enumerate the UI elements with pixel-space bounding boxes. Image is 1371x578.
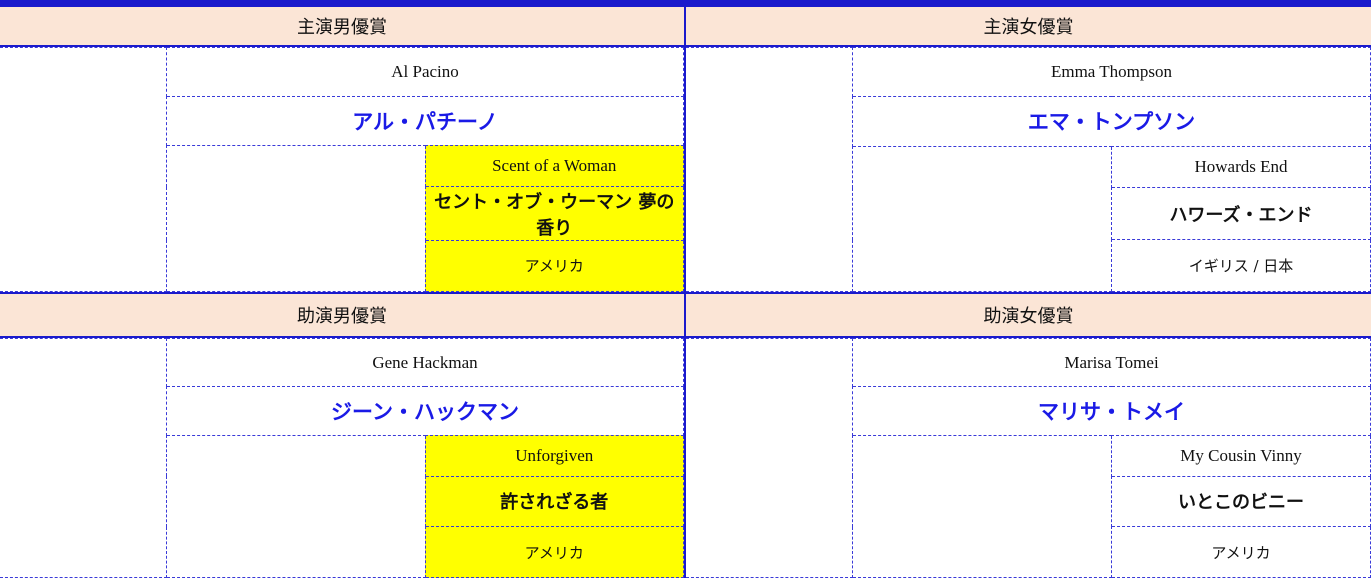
actor-name-en: Al Pacino [166, 47, 684, 97]
award-category: 助演男優賞 [0, 294, 684, 338]
actor-photo-cell [0, 47, 167, 292]
actor-name-en: Emma Thompson [852, 46, 1371, 98]
row: アル・パチーノ [0, 95, 684, 146]
actor-name-ja: エマ・トンプソン [852, 96, 1371, 147]
row: My Cousin Vinny [686, 434, 1371, 578]
row: Scent of a Woman [0, 144, 684, 292]
actor-name-ja: ジーン・ハックマン [166, 386, 684, 436]
film-country: アメリカ [1111, 526, 1371, 578]
film-title-ja: セント・オブ・ウーマン 夢の香り [424, 186, 684, 241]
poster-cell [852, 434, 1112, 578]
film-title-en: My Cousin Vinny [1111, 434, 1371, 477]
actor-photo-cell [0, 338, 167, 578]
row: Al Pacino [0, 47, 684, 292]
row: エマ・トンプソン [686, 96, 1371, 147]
award-category: 助演女優賞 [686, 294, 1371, 338]
row: ジーン・ハックマン [0, 386, 684, 436]
award-category: 主演女優賞 [686, 7, 1371, 47]
film-title-en: Howards End [1111, 145, 1371, 189]
actor-name-ja: アル・パチーノ [166, 95, 684, 146]
row: イギリス / 日本 [686, 239, 1371, 292]
row: Unforgiven [0, 434, 684, 578]
row: ハワーズ・エンド [686, 187, 1371, 241]
award-block: 主演女優賞 Emma Thompson エマ・トンプソン Howards End ハワー… [686, 7, 1371, 292]
row: マリサ・トメイ [686, 386, 1371, 436]
film-country: アメリカ [424, 526, 684, 578]
poster-cell [166, 434, 426, 578]
row: Marisa Tomei [686, 337, 1371, 578]
award-block: 助演男優賞 Gene Hackman ジーン・ハックマン Unforgiven 許されざ… [0, 294, 684, 578]
film-title-en: Scent of a Woman [424, 144, 684, 188]
row: Emma Thompson [686, 46, 1371, 292]
actor-name-en: Marisa Tomei [852, 337, 1371, 388]
actor-name-en: Gene Hackman [166, 337, 684, 388]
award-table: Marisa Tomei マリサ・トメイ My Cousin Vinny いとこのビニ… [686, 337, 1371, 578]
row: Gene Hackman [0, 337, 684, 578]
award-table: Al Pacino アル・パチーノ Scent of a Woman セント・オブ・ウ… [0, 47, 684, 292]
award-block: 助演女優賞 Marisa Tomei マリサ・トメイ My Cousin Vinny い… [686, 294, 1371, 578]
row: 許されざる者 [0, 475, 684, 528]
film-title-ja: いとこのビニー [1111, 475, 1371, 528]
award-category: 主演男優賞 [0, 7, 684, 47]
award-table: Gene Hackman ジーン・ハックマン Unforgiven 許されざる者 アメリ… [0, 337, 684, 578]
actor-name-ja: マリサ・トメイ [852, 386, 1371, 436]
award-block: 主演男優賞 Al Pacino アル・パチーノ Scent of a Woman セント… [0, 7, 684, 292]
film-country: イギリス / 日本 [1111, 239, 1371, 292]
film-title-ja: ハワーズ・エンド [1111, 187, 1371, 241]
poster-cell [166, 144, 426, 292]
row: アメリカ [0, 239, 684, 292]
actor-photo-cell [686, 338, 853, 578]
row: Howards End [686, 145, 1371, 292]
poster-cell [852, 145, 1112, 292]
film-title-en: Unforgiven [424, 434, 684, 477]
award-table: Emma Thompson エマ・トンプソン Howards End ハワーズ・エンド… [686, 46, 1371, 292]
film-title-ja: 許されざる者 [424, 475, 684, 528]
row: アメリカ [686, 526, 1371, 578]
row: いとこのビニー [686, 475, 1371, 528]
actor-photo-cell [686, 47, 853, 292]
row: アメリカ [0, 526, 684, 578]
film-country: アメリカ [424, 239, 684, 292]
